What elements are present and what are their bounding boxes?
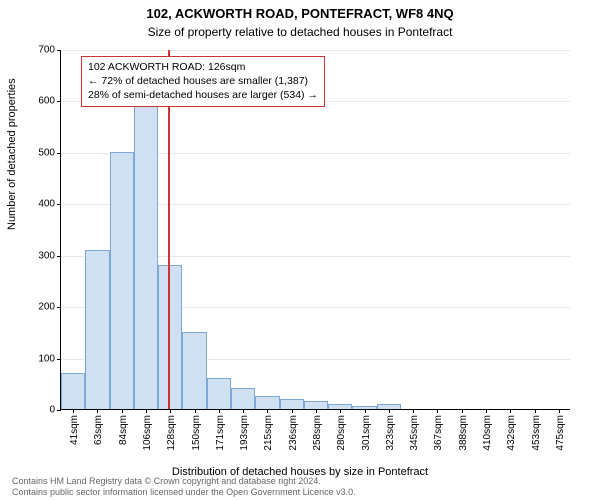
- y-tick-mark: [57, 50, 61, 51]
- y-axis-label: Number of detached properties: [6, 78, 18, 230]
- x-tick-label: 84sqm: [118, 415, 129, 445]
- histogram-bar: [231, 388, 255, 409]
- x-tick-mark: [146, 409, 147, 413]
- x-tick-label: 63sqm: [93, 415, 104, 445]
- footer-attribution: Contains HM Land Registry data © Crown c…: [12, 476, 356, 499]
- x-tick-label: 171sqm: [215, 415, 226, 451]
- x-tick-mark: [73, 409, 74, 413]
- x-tick-label: 301sqm: [361, 415, 372, 451]
- x-tick-mark: [170, 409, 171, 413]
- y-tick-mark: [57, 204, 61, 205]
- x-tick-label: 453sqm: [531, 415, 542, 451]
- x-tick-mark: [97, 409, 98, 413]
- y-tick-label: 300: [27, 250, 61, 261]
- x-tick-mark: [535, 409, 536, 413]
- y-tick-mark: [57, 359, 61, 360]
- y-tick-label: 700: [27, 45, 61, 56]
- x-tick-label: 193sqm: [239, 415, 250, 451]
- x-tick-mark: [267, 409, 268, 413]
- x-tick-mark: [389, 409, 390, 413]
- x-tick-label: 432sqm: [506, 415, 517, 451]
- x-tick-mark: [219, 409, 220, 413]
- x-tick-mark: [340, 409, 341, 413]
- y-tick-mark: [57, 101, 61, 102]
- y-tick-label: 600: [27, 96, 61, 107]
- x-tick-label: 280sqm: [336, 415, 347, 451]
- y-tick-mark: [57, 153, 61, 154]
- histogram-bar: [255, 396, 279, 409]
- x-tick-mark: [122, 409, 123, 413]
- x-tick-label: 150sqm: [191, 415, 202, 451]
- x-tick-mark: [462, 409, 463, 413]
- x-tick-label: 388sqm: [458, 415, 469, 451]
- chart-container: 102, ACKWORTH ROAD, PONTEFRACT, WF8 4NQ …: [0, 0, 600, 500]
- y-tick-label: 500: [27, 147, 61, 158]
- histogram-bar: [134, 106, 158, 409]
- annotation-line1: 102 ACKWORTH ROAD: 126sqm: [88, 60, 318, 74]
- y-tick-mark: [57, 256, 61, 257]
- x-tick-label: 323sqm: [385, 415, 396, 451]
- x-tick-mark: [413, 409, 414, 413]
- x-tick-mark: [195, 409, 196, 413]
- x-tick-mark: [243, 409, 244, 413]
- histogram-bar: [304, 401, 328, 409]
- x-tick-mark: [437, 409, 438, 413]
- histogram-bar: [182, 332, 206, 409]
- x-tick-label: 128sqm: [166, 415, 177, 451]
- annotation-line3: 28% of semi-detached houses are larger (…: [88, 88, 318, 102]
- y-tick-mark: [57, 410, 61, 411]
- x-tick-label: 367sqm: [433, 415, 444, 451]
- x-tick-label: 258sqm: [312, 415, 323, 451]
- y-tick-label: 0: [27, 405, 61, 416]
- x-tick-mark: [365, 409, 366, 413]
- x-tick-label: 236sqm: [288, 415, 299, 451]
- y-tick-label: 200: [27, 302, 61, 313]
- footer-line2: Contains public sector information licen…: [12, 487, 356, 498]
- histogram-bar: [61, 373, 85, 409]
- histogram-bar: [110, 152, 134, 409]
- y-tick-mark: [57, 307, 61, 308]
- x-tick-label: 215sqm: [263, 415, 274, 451]
- plot-region: 010020030040050060070041sqm63sqm84sqm106…: [60, 50, 570, 410]
- page-title: 102, ACKWORTH ROAD, PONTEFRACT, WF8 4NQ: [0, 0, 600, 21]
- gridline: [61, 50, 570, 51]
- chart-plot-area: 010020030040050060070041sqm63sqm84sqm106…: [60, 50, 570, 410]
- x-tick-label: 106sqm: [142, 415, 153, 451]
- x-tick-label: 475sqm: [555, 415, 566, 451]
- x-tick-label: 410sqm: [482, 415, 493, 451]
- histogram-bar: [85, 250, 109, 409]
- y-tick-label: 400: [27, 199, 61, 210]
- y-tick-label: 100: [27, 353, 61, 364]
- x-tick-mark: [510, 409, 511, 413]
- annotation-box: 102 ACKWORTH ROAD: 126sqm ← 72% of detac…: [81, 56, 325, 107]
- chart-subtitle: Size of property relative to detached ho…: [0, 21, 600, 39]
- x-tick-label: 345sqm: [409, 415, 420, 451]
- x-tick-mark: [559, 409, 560, 413]
- x-tick-mark: [316, 409, 317, 413]
- histogram-bar: [280, 399, 304, 409]
- x-tick-label: 41sqm: [69, 415, 80, 445]
- histogram-bar: [207, 378, 231, 409]
- x-tick-mark: [292, 409, 293, 413]
- annotation-line2: ← 72% of detached houses are smaller (1,…: [88, 74, 318, 88]
- footer-line1: Contains HM Land Registry data © Crown c…: [12, 476, 356, 487]
- x-tick-mark: [486, 409, 487, 413]
